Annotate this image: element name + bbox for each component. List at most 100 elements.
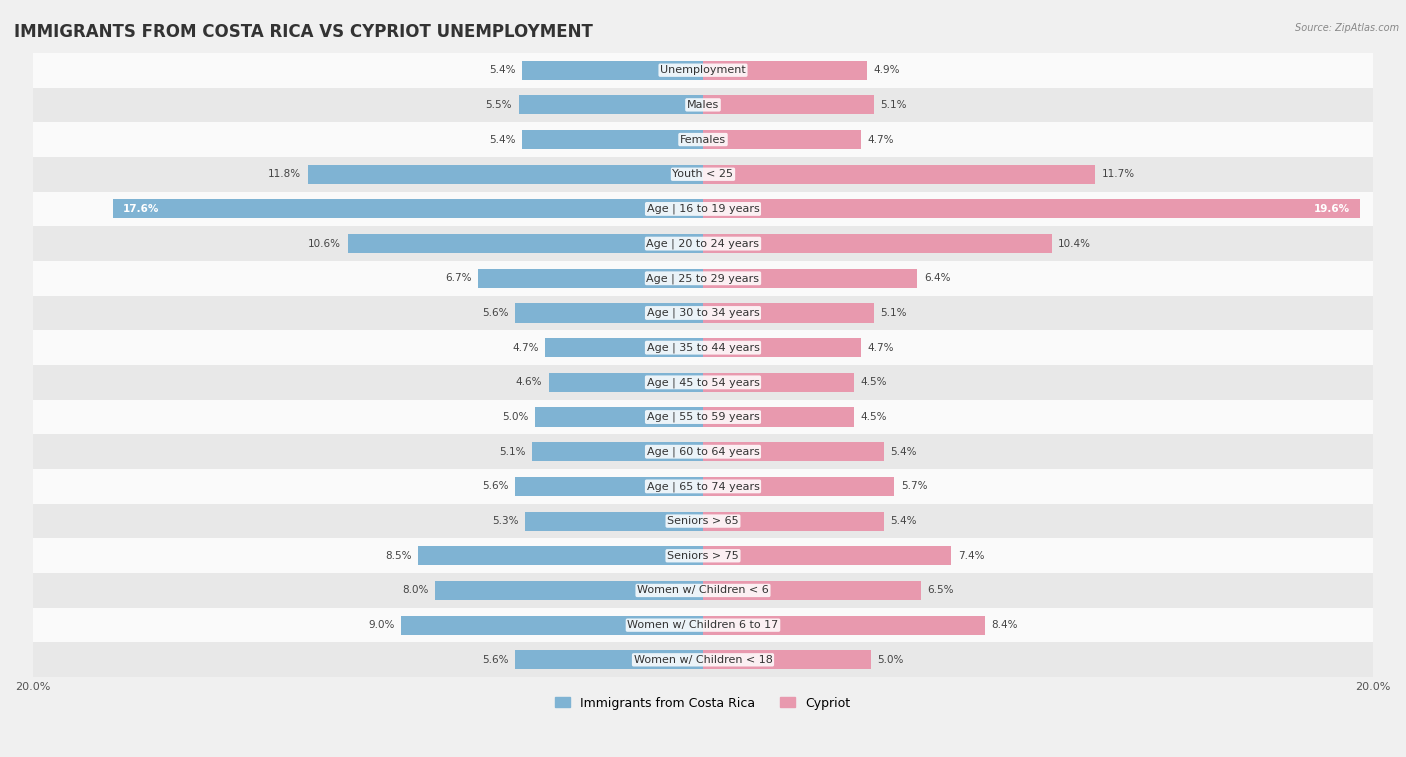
Bar	[522, 130, 703, 149]
Text: 17.6%: 17.6%	[124, 204, 159, 214]
Bar	[32, 469, 1374, 503]
Bar	[32, 157, 1374, 192]
Bar	[308, 165, 703, 184]
Text: Age | 35 to 44 years: Age | 35 to 44 years	[647, 342, 759, 353]
Text: 6.4%: 6.4%	[924, 273, 950, 283]
Text: 5.7%: 5.7%	[901, 481, 927, 491]
Bar	[703, 581, 921, 600]
Bar	[418, 547, 703, 565]
Text: 5.4%: 5.4%	[890, 447, 917, 456]
Text: 9.0%: 9.0%	[368, 620, 395, 630]
Text: 8.5%: 8.5%	[385, 551, 412, 561]
Text: Age | 20 to 24 years: Age | 20 to 24 years	[647, 238, 759, 249]
Text: 5.0%: 5.0%	[877, 655, 904, 665]
Bar	[32, 192, 1374, 226]
Bar	[522, 61, 703, 79]
Text: 5.0%: 5.0%	[502, 412, 529, 422]
Bar	[703, 199, 1360, 219]
Text: 10.4%: 10.4%	[1059, 238, 1091, 248]
Bar	[112, 199, 703, 219]
Text: 5.6%: 5.6%	[482, 481, 509, 491]
Text: 6.7%: 6.7%	[446, 273, 472, 283]
Text: Age | 65 to 74 years: Age | 65 to 74 years	[647, 481, 759, 491]
Text: Age | 25 to 29 years: Age | 25 to 29 years	[647, 273, 759, 284]
Bar	[32, 643, 1374, 678]
Bar	[531, 442, 703, 461]
Text: Age | 16 to 19 years: Age | 16 to 19 years	[647, 204, 759, 214]
Legend: Immigrants from Costa Rica, Cypriot: Immigrants from Costa Rica, Cypriot	[550, 692, 856, 715]
Text: 5.3%: 5.3%	[492, 516, 519, 526]
Text: Source: ZipAtlas.com: Source: ZipAtlas.com	[1295, 23, 1399, 33]
Text: 4.5%: 4.5%	[860, 377, 887, 388]
Text: Unemployment: Unemployment	[661, 65, 745, 75]
Bar	[32, 538, 1374, 573]
Bar	[548, 372, 703, 392]
Text: 5.4%: 5.4%	[489, 135, 516, 145]
Text: 19.6%: 19.6%	[1313, 204, 1350, 214]
Bar	[526, 512, 703, 531]
Bar	[32, 503, 1374, 538]
Bar	[516, 650, 703, 669]
Bar	[703, 615, 984, 634]
Bar	[703, 477, 894, 496]
Text: Seniors > 65: Seniors > 65	[668, 516, 738, 526]
Text: Age | 55 to 59 years: Age | 55 to 59 years	[647, 412, 759, 422]
Bar	[703, 269, 918, 288]
Text: Age | 60 to 64 years: Age | 60 to 64 years	[647, 447, 759, 457]
Bar	[519, 95, 703, 114]
Bar	[703, 165, 1095, 184]
Text: 5.5%: 5.5%	[485, 100, 512, 110]
Bar	[32, 608, 1374, 643]
Bar	[703, 407, 853, 427]
Bar	[703, 338, 860, 357]
Text: 10.6%: 10.6%	[308, 238, 342, 248]
Text: 4.7%: 4.7%	[512, 343, 538, 353]
Bar	[516, 304, 703, 322]
Text: 5.1%: 5.1%	[499, 447, 526, 456]
Bar	[703, 372, 853, 392]
Text: 11.8%: 11.8%	[267, 170, 301, 179]
Bar	[32, 330, 1374, 365]
Bar	[703, 442, 884, 461]
Text: 4.7%: 4.7%	[868, 343, 894, 353]
Text: 5.1%: 5.1%	[880, 308, 907, 318]
Text: 8.4%: 8.4%	[991, 620, 1018, 630]
Text: Age | 45 to 54 years: Age | 45 to 54 years	[647, 377, 759, 388]
Text: 7.4%: 7.4%	[957, 551, 984, 561]
Text: 5.4%: 5.4%	[489, 65, 516, 75]
Text: Seniors > 75: Seniors > 75	[666, 551, 740, 561]
Bar	[32, 226, 1374, 261]
Text: 5.4%: 5.4%	[890, 516, 917, 526]
Text: 8.0%: 8.0%	[402, 585, 429, 596]
Bar	[703, 304, 875, 322]
Bar	[32, 261, 1374, 296]
Bar	[32, 88, 1374, 122]
Text: Age | 30 to 34 years: Age | 30 to 34 years	[647, 308, 759, 318]
Text: IMMIGRANTS FROM COSTA RICA VS CYPRIOT UNEMPLOYMENT: IMMIGRANTS FROM COSTA RICA VS CYPRIOT UN…	[14, 23, 593, 41]
Bar	[703, 234, 1052, 253]
Bar	[434, 581, 703, 600]
Text: 4.5%: 4.5%	[860, 412, 887, 422]
Text: 4.7%: 4.7%	[868, 135, 894, 145]
Text: 5.1%: 5.1%	[880, 100, 907, 110]
Bar	[32, 400, 1374, 435]
Bar	[32, 573, 1374, 608]
Text: 5.6%: 5.6%	[482, 655, 509, 665]
Text: 4.6%: 4.6%	[516, 377, 543, 388]
Bar	[32, 435, 1374, 469]
Bar	[703, 130, 860, 149]
Bar	[347, 234, 703, 253]
Text: 11.7%: 11.7%	[1102, 170, 1135, 179]
Bar	[32, 53, 1374, 88]
Bar	[703, 650, 870, 669]
Text: Males: Males	[688, 100, 718, 110]
Text: Women w/ Children 6 to 17: Women w/ Children 6 to 17	[627, 620, 779, 630]
Text: 6.5%: 6.5%	[928, 585, 955, 596]
Bar	[703, 95, 875, 114]
Bar	[703, 547, 950, 565]
Bar	[401, 615, 703, 634]
Bar	[32, 296, 1374, 330]
Text: Women w/ Children < 6: Women w/ Children < 6	[637, 585, 769, 596]
Text: Youth < 25: Youth < 25	[672, 170, 734, 179]
Text: Females: Females	[681, 135, 725, 145]
